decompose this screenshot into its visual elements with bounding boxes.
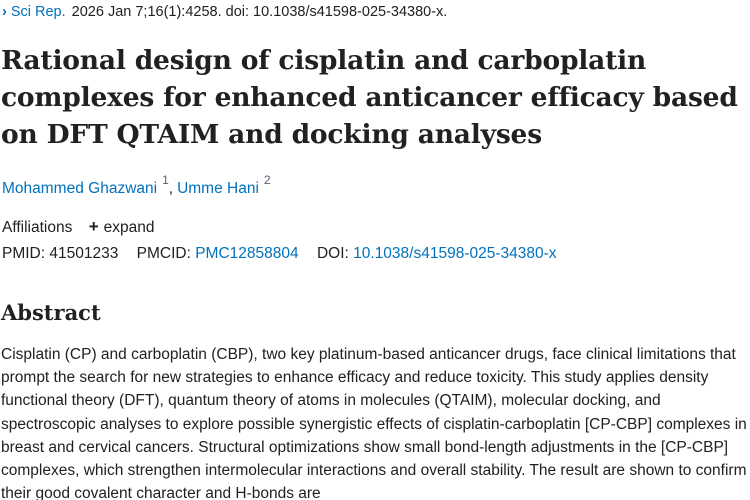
identifier-row: PMID: 41501233 PMCID: PMC12858804 DOI: 1… [2, 245, 571, 263]
abstract-text: Cisplatin (CP) and carboplatin (CBP), tw… [1, 346, 747, 500]
pmcid-label: PMCID: [136, 245, 191, 262]
affiliations-expand-toggle[interactable]: + expand [88, 217, 155, 236]
doi-label: DOI: [316, 245, 349, 262]
doi-item: DOI: 10.1038/s41598-025-34380-x [317, 245, 557, 262]
pmcid-link[interactable]: PMC12858804 [195, 245, 299, 262]
expand-label: expand [103, 219, 155, 236]
plus-icon: + [88, 217, 99, 236]
author-link[interactable]: Umme Hani [177, 180, 259, 198]
author-link[interactable]: Mohammed Ghazwani [2, 180, 158, 198]
citation-line: › Sci Rep. 2026 Jan 7;16(1):4258. doi: 10.… [2, 4, 447, 20]
affiliations-row: Affiliations + expand [2, 217, 154, 237]
abstract-heading: Abstract [1, 300, 101, 325]
citation-details: 2026 Jan 7;16(1):4258. doi: 10.1038/s415… [71, 4, 448, 20]
affiliations-label: Affiliations [2, 219, 73, 236]
pmid-value: 41501233 [49, 245, 119, 262]
chevron-right-icon: › [2, 4, 7, 20]
author-separator: , [168, 180, 174, 198]
pmid-item: PMID: 41501233 [2, 245, 118, 262]
journal-link[interactable]: Sci Rep. [10, 4, 66, 20]
affiliation-marker[interactable]: 2 [263, 173, 271, 187]
affiliation-marker[interactable]: 1 [162, 173, 169, 187]
pmcid-item: PMCID: PMC12858804 [137, 245, 299, 262]
article-title: Rational design of cisplatin and carbopl… [1, 45, 738, 150]
pmid-label: PMID: [2, 245, 46, 262]
author-list: Mohammed Ghazwani 1, Umme Hani 2 [2, 173, 271, 198]
doi-link[interactable]: 10.1038/s41598-025-34380-x [353, 245, 557, 262]
